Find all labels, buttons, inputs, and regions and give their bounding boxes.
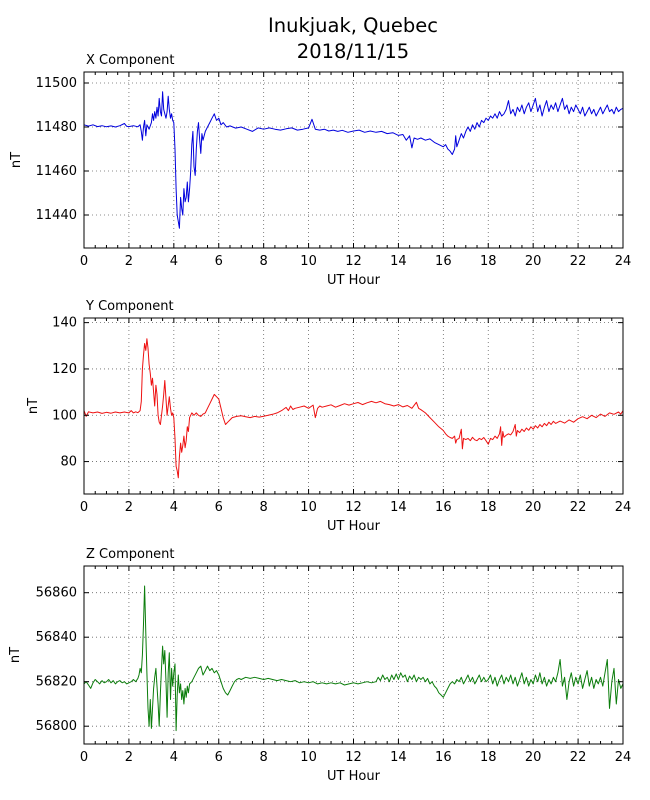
y-tick-label: 56860 bbox=[36, 586, 77, 601]
figure-date: 2018/11/15 bbox=[297, 40, 409, 63]
subplot-title: Z Component bbox=[86, 547, 175, 562]
plot-frame bbox=[83, 565, 624, 745]
subplot-title: X Component bbox=[86, 53, 175, 68]
x-tick-label: 14 bbox=[390, 254, 407, 269]
x-tick-label: 6 bbox=[215, 500, 223, 515]
x-tick-label: 22 bbox=[570, 254, 587, 269]
y-tick-label: 140 bbox=[52, 316, 77, 331]
x-tick-label: 2 bbox=[125, 254, 133, 269]
x-tick-label: 4 bbox=[170, 254, 178, 269]
x-tick-label: 12 bbox=[345, 500, 362, 515]
grid-lines bbox=[84, 318, 623, 494]
x-tick-label: 18 bbox=[480, 750, 497, 765]
plot-frame bbox=[83, 71, 624, 249]
x-tick-label: 14 bbox=[390, 500, 407, 515]
y-tick-label: 11460 bbox=[36, 164, 77, 179]
x-tick-label: 20 bbox=[525, 500, 542, 515]
x-tick-label: 2 bbox=[125, 500, 133, 515]
plot-frame bbox=[83, 317, 624, 495]
y-component-line bbox=[83, 338, 624, 479]
x-tick-label: 22 bbox=[570, 750, 587, 765]
y-tick-label: 11480 bbox=[36, 120, 77, 135]
grid-lines bbox=[84, 72, 623, 248]
subplot-title: Y Component bbox=[85, 299, 174, 314]
x-tick-label: 10 bbox=[300, 254, 317, 269]
x-tick-label: 14 bbox=[390, 750, 407, 765]
x-tick-label: 4 bbox=[170, 750, 178, 765]
y-tick-label: 56820 bbox=[36, 675, 77, 690]
x-tick-label: 6 bbox=[215, 750, 223, 765]
x-tick-label: 20 bbox=[525, 750, 542, 765]
x-tick-label: 16 bbox=[435, 254, 452, 269]
x-tick-label: 24 bbox=[615, 750, 632, 765]
x-component-line bbox=[83, 91, 624, 229]
x-tick-label: 20 bbox=[525, 254, 542, 269]
subplot-z-component: 0 2 4 6 8 10 12 14 16 18 20 22 245680056820568405686… bbox=[8, 547, 631, 784]
x-tick-label: 12 bbox=[345, 254, 362, 269]
x-tick-label: 6 bbox=[215, 254, 223, 269]
x-tick-label: 18 bbox=[480, 254, 497, 269]
x-tick-label: 10 bbox=[300, 750, 317, 765]
x-tick-label: 16 bbox=[435, 750, 452, 765]
tick-labels: 0 2 4 6 8 10 12 14 16 18 20 22 245680056820568405686… bbox=[36, 586, 632, 765]
y-tick-label: 56840 bbox=[36, 630, 77, 645]
grid-lines bbox=[84, 566, 623, 744]
x-axis-label: UT Hour bbox=[327, 519, 381, 534]
x-tick-label: 0 bbox=[80, 254, 88, 269]
x-tick-label: 8 bbox=[260, 500, 268, 515]
y-tick-label: 11500 bbox=[36, 76, 77, 91]
x-tick-label: 4 bbox=[170, 500, 178, 515]
x-tick-label: 10 bbox=[300, 500, 317, 515]
y-axis-label: nT bbox=[8, 647, 23, 663]
z-component-line bbox=[83, 585, 624, 732]
x-tick-label: 12 bbox=[345, 750, 362, 765]
y-tick-label: 120 bbox=[52, 362, 77, 377]
x-tick-label: 0 bbox=[80, 500, 88, 515]
y-tick-label: 80 bbox=[60, 455, 77, 470]
y-tick-label: 100 bbox=[52, 408, 77, 423]
x-tick-label: 0 bbox=[80, 750, 88, 765]
x-tick-label: 8 bbox=[260, 750, 268, 765]
x-tick-label: 24 bbox=[615, 254, 632, 269]
x-tick-label: 18 bbox=[480, 500, 497, 515]
y-axis-label: nT bbox=[9, 152, 24, 168]
x-tick-label: 2 bbox=[125, 750, 133, 765]
subplot-x-component: 0 2 4 6 8 10 12 14 16 18 20 22 241144011460114801150… bbox=[9, 53, 631, 288]
y-tick-label: 56800 bbox=[36, 719, 77, 734]
x-axis-label: UT Hour bbox=[327, 273, 381, 288]
x-tick-label: 16 bbox=[435, 500, 452, 515]
y-tick-label: 11440 bbox=[36, 208, 77, 223]
figure-title: Inukjuak, Quebec bbox=[268, 14, 438, 37]
x-tick-label: 24 bbox=[615, 500, 632, 515]
tick-labels: 0 2 4 6 8 10 12 14 16 18 20 22 241144011460114801150… bbox=[36, 76, 632, 269]
x-tick-label: 8 bbox=[260, 254, 268, 269]
x-tick-label: 22 bbox=[570, 500, 587, 515]
x-axis-label: UT Hour bbox=[327, 769, 381, 784]
y-axis-label: nT bbox=[26, 398, 41, 414]
